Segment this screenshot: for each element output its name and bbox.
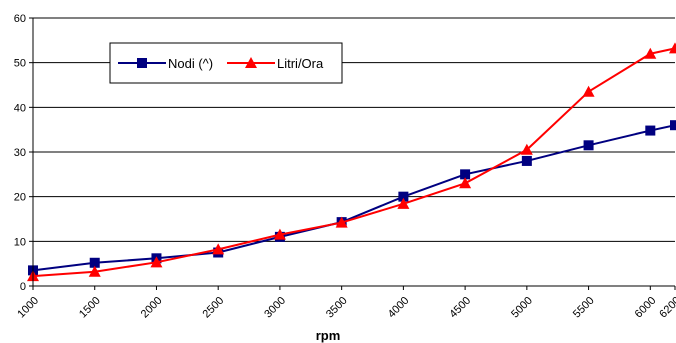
data-point-square: [521, 155, 532, 166]
x-tick-label: 4500: [447, 295, 473, 321]
x-tick-label: 5500: [571, 295, 597, 321]
x-tick-label: 6000: [633, 295, 659, 321]
data-point-triangle: [88, 265, 101, 277]
x-tick-label: 5000: [509, 295, 535, 321]
data-point-square: [89, 257, 100, 268]
data-point-square: [645, 125, 656, 136]
data-point-triangle: [459, 177, 472, 189]
x-axis-title: rpm: [316, 328, 341, 343]
y-tick-label: 60: [14, 13, 26, 25]
y-tick-label: 30: [14, 147, 26, 159]
x-tick-label: 1000: [15, 295, 41, 321]
data-point-triangle: [669, 42, 676, 54]
series-line: [32, 47, 676, 278]
data-point-triangle: [273, 228, 286, 240]
series-2: [27, 42, 676, 282]
x-tick-label: 6200: [657, 295, 676, 321]
series-line: [32, 124, 676, 272]
y-tick-label: 50: [14, 58, 26, 70]
data-point-triangle: [335, 216, 348, 228]
data-point-triangle: [212, 243, 225, 255]
x-tick-label: 3500: [324, 295, 350, 321]
legend-label: Nodi (^): [168, 56, 213, 71]
series-1: [28, 120, 676, 276]
legend-label: Litri/Ora: [277, 56, 324, 71]
y-tick-label: 10: [14, 236, 26, 248]
x-tick-label: 1500: [77, 295, 103, 321]
x-tick-label: 4000: [386, 295, 412, 321]
y-tick-label: 20: [14, 192, 26, 204]
data-point-triangle: [582, 85, 595, 97]
data-point-triangle: [520, 143, 533, 155]
data-point-square: [398, 191, 409, 202]
legend-marker: [137, 58, 147, 68]
x-tick-label: 3000: [262, 295, 288, 321]
data-point-square: [460, 169, 471, 180]
y-tick-label: 0: [20, 281, 26, 293]
data-point-triangle: [397, 197, 410, 209]
y-axis-ticks: 0 10 20 30 40 50 60: [14, 13, 33, 293]
y-tick-label: 40: [14, 102, 26, 114]
x-tick-label: 2500: [201, 295, 227, 321]
series-group: [27, 42, 676, 282]
x-axis-ticks: 1000 1500 2000 2500 3000 3500 4000 4500 5000 5500…: [15, 286, 676, 320]
legend-marker: [245, 57, 257, 68]
data-point-triangle: [150, 256, 163, 268]
x-tick-label: 2000: [139, 295, 165, 321]
legend: Nodi (^) Litri/Ora: [109, 42, 343, 84]
data-point-triangle: [644, 47, 657, 59]
data-point-square: [670, 120, 676, 131]
data-point-square: [583, 140, 594, 151]
